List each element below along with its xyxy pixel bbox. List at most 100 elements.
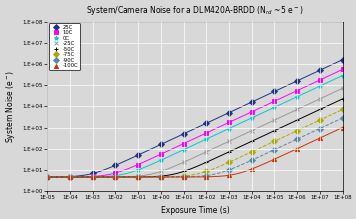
25C	[90, 172, 95, 175]
-75C	[136, 176, 140, 178]
-50C	[272, 129, 277, 132]
10C	[295, 89, 299, 92]
-50C	[204, 161, 208, 164]
25C	[45, 176, 49, 178]
0C	[182, 148, 186, 151]
25C	[340, 58, 345, 61]
-50C	[136, 176, 140, 178]
-25C	[182, 161, 186, 164]
0C	[295, 95, 299, 98]
10C	[68, 176, 72, 178]
-50C	[90, 176, 95, 178]
-25C	[45, 176, 49, 178]
-90C	[295, 138, 299, 140]
25C	[113, 164, 117, 167]
Line: 10C: 10C	[45, 67, 345, 179]
25C	[227, 111, 231, 114]
-25C	[204, 151, 208, 153]
-50C	[227, 151, 231, 153]
10C	[159, 153, 163, 155]
-90C	[340, 117, 345, 119]
X-axis label: Exposure Time (s): Exposure Time (s)	[161, 206, 229, 215]
25C	[250, 101, 254, 103]
-25C	[250, 129, 254, 132]
25C	[182, 132, 186, 135]
-90C	[113, 176, 117, 178]
-100C	[295, 147, 299, 150]
-25C	[113, 176, 117, 178]
-25C	[68, 176, 72, 178]
10C	[204, 132, 208, 134]
Line: 25C: 25C	[45, 58, 345, 179]
-100C	[272, 158, 277, 161]
-90C	[272, 148, 277, 151]
-50C	[295, 119, 299, 121]
-75C	[159, 176, 163, 178]
-75C	[68, 176, 72, 178]
-75C	[204, 170, 208, 173]
-100C	[204, 176, 208, 178]
Y-axis label: System Noise (e$^-$): System Noise (e$^-$)	[4, 70, 17, 143]
-100C	[68, 176, 72, 178]
0C	[45, 176, 49, 178]
Line: -75C: -75C	[45, 107, 345, 179]
-50C	[159, 175, 163, 177]
10C	[250, 111, 254, 113]
-90C	[45, 176, 49, 178]
-100C	[90, 176, 95, 178]
-50C	[68, 176, 72, 178]
-100C	[182, 176, 186, 178]
25C	[295, 79, 299, 82]
-75C	[250, 151, 254, 153]
Line: -90C: -90C	[45, 116, 345, 179]
-90C	[136, 176, 140, 178]
-75C	[272, 140, 277, 143]
10C	[227, 121, 231, 124]
-90C	[227, 169, 231, 171]
10C	[318, 79, 322, 81]
10C	[113, 172, 117, 174]
-50C	[250, 140, 254, 143]
-90C	[68, 176, 72, 178]
0C	[318, 85, 322, 87]
-100C	[340, 126, 345, 129]
0C	[340, 74, 345, 77]
25C	[204, 122, 208, 125]
0C	[90, 176, 95, 178]
25C	[272, 90, 277, 93]
-100C	[113, 176, 117, 178]
0C	[159, 159, 163, 162]
-90C	[159, 176, 163, 178]
-100C	[45, 176, 49, 178]
-100C	[318, 137, 322, 140]
-50C	[182, 170, 186, 173]
Line: 0C: 0C	[45, 73, 345, 179]
10C	[182, 142, 186, 145]
25C	[136, 154, 140, 156]
-100C	[250, 168, 254, 170]
-25C	[318, 98, 322, 100]
-25C	[340, 87, 345, 90]
0C	[272, 106, 277, 109]
25C	[159, 143, 163, 146]
10C	[340, 68, 345, 71]
0C	[227, 127, 231, 130]
Line: -25C: -25C	[45, 86, 345, 179]
-90C	[318, 127, 322, 130]
-50C	[340, 98, 345, 100]
-75C	[227, 161, 231, 164]
10C	[90, 175, 95, 178]
-100C	[227, 174, 231, 177]
0C	[250, 117, 254, 119]
0C	[113, 174, 117, 177]
Line: -100C: -100C	[45, 125, 345, 179]
-90C	[204, 174, 208, 177]
-50C	[113, 176, 117, 178]
10C	[272, 100, 277, 102]
-75C	[318, 119, 322, 121]
-75C	[182, 175, 186, 177]
-25C	[90, 176, 95, 178]
Line: -50C: -50C	[45, 97, 345, 179]
Legend: 25C, 10C, 0C, -25C, -50C, -75C, -90C, -100C: 25C, 10C, 0C, -25C, -50C, -75C, -90C, -1…	[49, 23, 80, 70]
-100C	[136, 176, 140, 178]
